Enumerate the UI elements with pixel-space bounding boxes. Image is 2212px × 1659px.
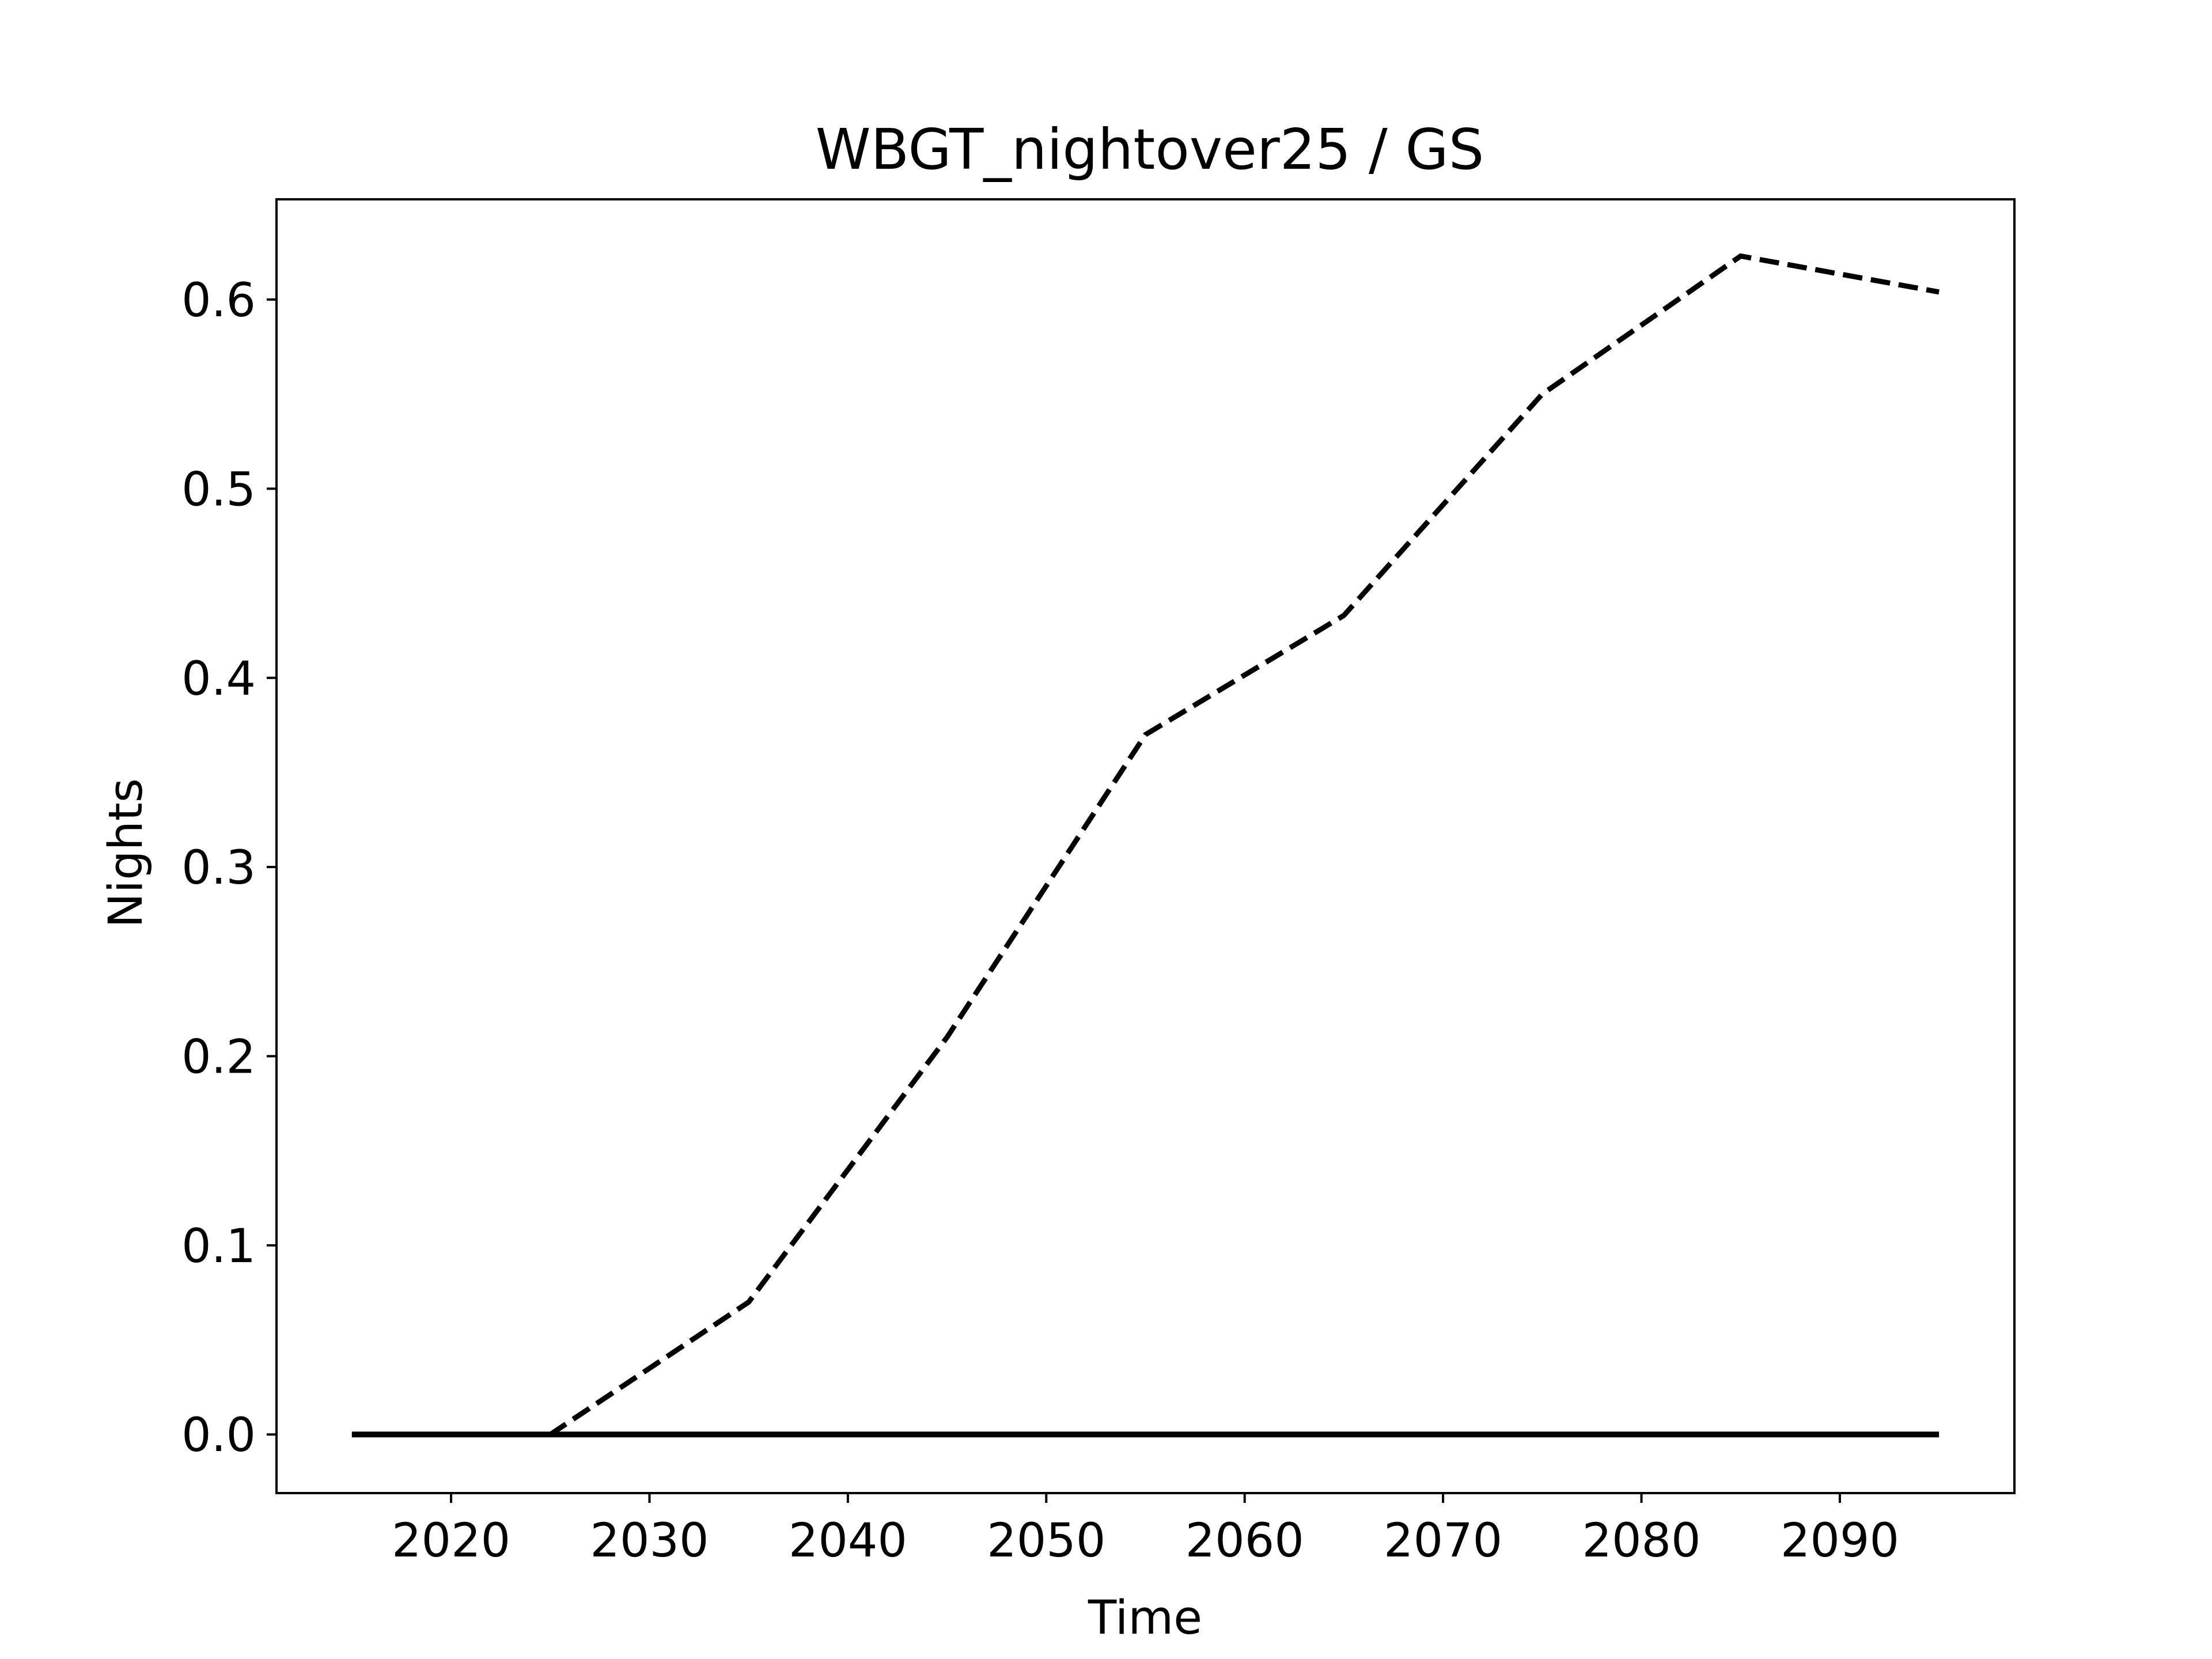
plot-area-frame: [275, 198, 2016, 1494]
y-axis-ticks: 0.0 0.1 0.2 0.3 0.4 0.5 0.6: [181, 274, 276, 1463]
y-tick-label: 0.4: [181, 652, 256, 706]
x-axis-ticks: 2020 2030 2040 2050 2060 2070 2080 2090: [392, 1493, 1899, 1568]
y-tick-label: 0.3: [181, 841, 256, 895]
y-tick-label: 0.2: [181, 1030, 256, 1084]
series-layer: [351, 253, 1940, 1438]
x-tick-label: 2050: [987, 1514, 1105, 1568]
y-tick-label: 0.5: [181, 463, 256, 517]
x-tick-label: 2040: [789, 1514, 907, 1568]
x-tick-label: 2020: [392, 1514, 510, 1568]
chart-title: WBGT_nightover25 / GS: [816, 117, 1484, 182]
y-axis-label: Nights: [99, 778, 153, 928]
y-tick-label: 0.0: [181, 1408, 256, 1463]
x-tick-label: 2060: [1185, 1514, 1304, 1568]
dashed-series-line: [351, 253, 1940, 1437]
x-tick-label: 2080: [1582, 1514, 1700, 1568]
x-tick-label: 2070: [1384, 1514, 1502, 1568]
x-axis-label: Time: [1088, 1591, 1202, 1645]
x-tick-label: 2030: [590, 1514, 709, 1568]
x-tick-label: 2090: [1781, 1514, 1899, 1568]
y-tick-label: 0.1: [181, 1219, 256, 1274]
y-tick-label: 0.6: [181, 274, 256, 328]
